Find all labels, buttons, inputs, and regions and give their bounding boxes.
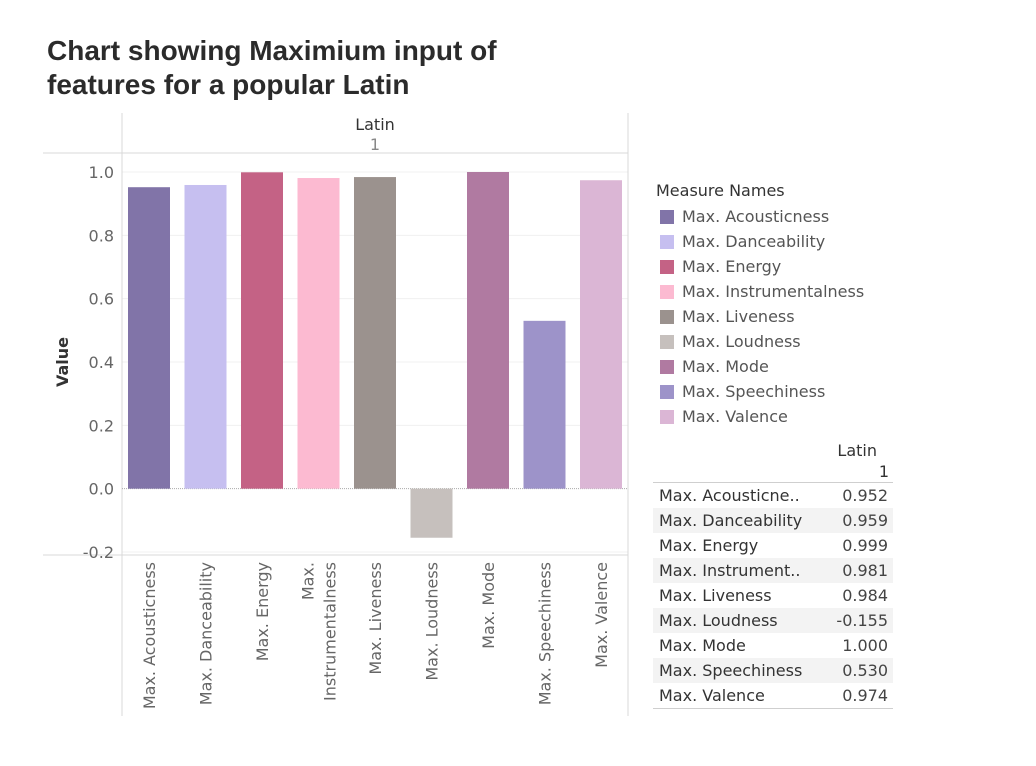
legend-item[interactable]: Max. Loudness: [656, 329, 864, 354]
x-tick-label: Max. Danceability: [197, 562, 216, 705]
x-tick-label: Max. Liveness: [366, 562, 385, 675]
table-row: Max. Speechiness 0.530: [653, 658, 893, 683]
legend-label: Max. Loudness: [682, 332, 801, 351]
data-table: Latin 1 Max. Acousticne.. 0.952 Max. Dance…: [653, 440, 893, 709]
bar[interactable]: [241, 172, 283, 489]
table-row-value: 0.999: [842, 536, 888, 555]
bar[interactable]: [467, 172, 509, 489]
legend-item[interactable]: Max. Mode: [656, 354, 864, 379]
bar[interactable]: [354, 177, 396, 489]
table-row: Max. Acousticne.. 0.952: [653, 483, 893, 508]
table-row: Max. Instrument.. 0.981: [653, 558, 893, 583]
table-row-value: 0.974: [842, 686, 888, 705]
table-row: Max. Mode 1.000: [653, 633, 893, 658]
legend-swatch: [660, 334, 674, 349]
legend-item[interactable]: Max. Valence: [656, 404, 864, 429]
y-tick-label: 0.8: [89, 226, 114, 245]
table-row-value: 0.959: [842, 511, 888, 530]
legend-label: Max. Speechiness: [682, 382, 826, 401]
bar[interactable]: [297, 178, 340, 489]
table-row-value: 1.000: [842, 636, 888, 655]
bar[interactable]: [128, 187, 170, 489]
table-row-value: 0.981: [842, 561, 888, 580]
table-row: Max. Loudness -0.155: [653, 608, 893, 633]
legend-swatch: [660, 409, 674, 424]
legend-swatch: [660, 259, 674, 274]
table-row: Max. Liveness 0.984: [653, 583, 893, 608]
legend-label: Max. Acousticness: [682, 207, 830, 226]
x-tick-label: Max. Speechiness: [536, 562, 555, 705]
table-column-header: Latin: [837, 441, 877, 460]
table-row: Max. Danceability 0.959: [653, 508, 893, 533]
table-row-value: -0.155: [836, 611, 888, 630]
legend: Measure Names Max. Acousticness Max. Danc…: [656, 181, 864, 429]
x-tick-label: Max. Loudness: [423, 562, 442, 681]
table-row-label: Max. Danceability: [659, 511, 803, 530]
legend-item[interactable]: Max. Liveness: [656, 304, 864, 329]
table-row: Max. Energy 0.999: [653, 533, 893, 558]
table-row-label: Max. Liveness: [659, 586, 772, 605]
legend-label: Max. Mode: [682, 357, 769, 376]
table-row-value: 0.984: [842, 586, 888, 605]
bar[interactable]: [410, 488, 453, 538]
legend-item[interactable]: Max. Danceability: [656, 229, 864, 254]
legend-swatch: [660, 359, 674, 374]
chart-title: Chart showing Maximium input of features…: [47, 35, 497, 100]
y-tick-label: 0.4: [89, 353, 114, 372]
bar[interactable]: [184, 184, 227, 489]
legend-label: Max. Danceability: [682, 232, 826, 251]
legend-swatch: [660, 284, 674, 299]
table-row-label: Max. Mode: [659, 636, 746, 655]
bar[interactable]: [580, 180, 622, 489]
table-row-label: Max. Energy: [659, 536, 759, 555]
legend-item[interactable]: Max. Speechiness: [656, 379, 864, 404]
legend-swatch: [660, 309, 674, 324]
legend-item[interactable]: Max. Acousticness: [656, 204, 864, 229]
table-row: Max. Valence 0.974: [653, 683, 893, 708]
legend-swatch: [660, 209, 674, 224]
y-axis-label: Value: [53, 337, 72, 387]
table-column-subheader: 1: [653, 462, 893, 483]
y-tick-label: 0.6: [89, 290, 114, 309]
y-tick-label: 0.2: [89, 416, 114, 435]
x-tick-label: Max. Valence: [592, 562, 611, 668]
y-tick-label: 1.0: [89, 163, 114, 182]
legend-label: Max. Instrumentalness: [682, 282, 865, 301]
y-tick-label: -0.2: [83, 543, 114, 562]
table-row-label: Max. Speechiness: [659, 661, 803, 680]
x-tick-label: Max. Energy: [253, 562, 272, 661]
table-row-value: 0.530: [842, 661, 888, 680]
legend-swatch: [660, 234, 674, 249]
x-tick-label: Max. Acousticness: [140, 562, 159, 709]
legend-swatch: [660, 384, 674, 399]
legend-label: Max. Energy: [682, 257, 782, 276]
table-row-value: 0.952: [842, 486, 888, 505]
bar[interactable]: [523, 320, 566, 489]
y-tick-label: 0.0: [89, 480, 114, 499]
table-row-label: Max. Instrument..: [659, 561, 801, 580]
legend-item[interactable]: Max. Energy: [656, 254, 864, 279]
x-tick-label: Max. Mode: [479, 562, 498, 649]
table-row-label: Max. Loudness: [659, 611, 778, 630]
x-tick-label: Max.: [299, 562, 318, 600]
legend-item[interactable]: Max. Instrumentalness: [656, 279, 864, 304]
legend-label: Max. Liveness: [682, 307, 795, 326]
table-row-label: Max. Valence: [659, 686, 765, 705]
column-subheader: 1: [370, 135, 380, 154]
column-header: Latin: [355, 115, 395, 134]
x-tick-label: Instrumentalness: [321, 562, 340, 701]
legend-title: Measure Names: [656, 181, 785, 200]
legend-label: Max. Valence: [682, 407, 788, 426]
table-row-label: Max. Acousticne..: [659, 486, 800, 505]
